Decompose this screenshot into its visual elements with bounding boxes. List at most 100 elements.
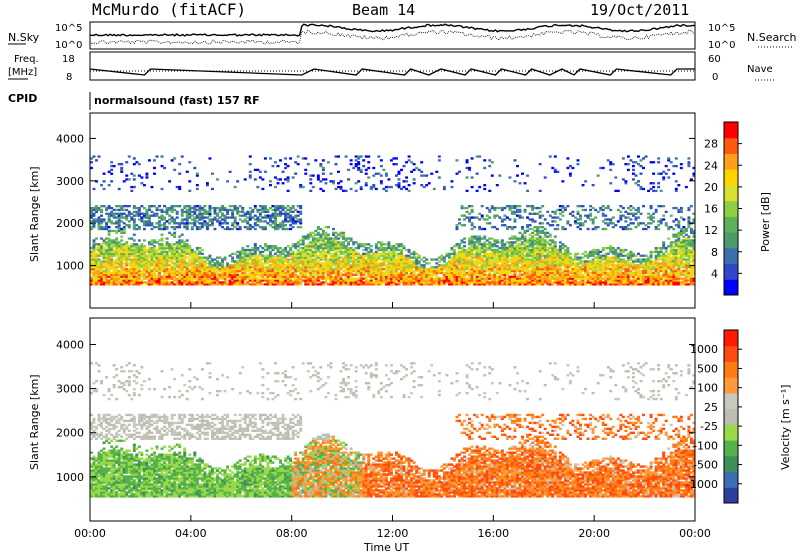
heatmap-cell <box>342 231 345 235</box>
heatmap-cell <box>132 281 136 284</box>
heatmap-cell <box>155 256 159 259</box>
heatmap-cell <box>505 252 509 255</box>
heatmap-cell <box>551 246 555 250</box>
heatmap-cell <box>188 246 192 250</box>
heatmap-cell <box>561 252 565 255</box>
heatmap-cell <box>170 206 174 210</box>
heatmap-cell <box>145 220 149 223</box>
heatmap-cell <box>374 187 378 191</box>
heatmap-cell <box>271 246 275 250</box>
heatmap-cell <box>364 264 368 267</box>
heatmap-cell <box>173 235 177 238</box>
heatmap-cell <box>97 245 101 248</box>
heatmap-cell <box>258 208 262 212</box>
heatmap-cell <box>377 256 381 259</box>
heatmap-cell <box>112 243 116 246</box>
heatmap-cell <box>422 279 426 282</box>
heatmap-cell <box>90 252 93 255</box>
heatmap-cell <box>357 166 361 170</box>
heatmap-cell <box>266 275 270 278</box>
heatmap-cell <box>263 260 267 263</box>
heatmap-cell <box>314 279 318 282</box>
heatmap-cell <box>551 245 555 248</box>
heatmap-cell <box>205 258 209 261</box>
heatmap-cell <box>286 267 290 271</box>
heatmap-cell <box>450 271 454 275</box>
heatmap-cell <box>216 212 219 215</box>
heatmap-cell <box>407 264 411 267</box>
heatmap-cell <box>102 227 106 231</box>
heatmap-cell <box>205 279 209 282</box>
heatmap-cell <box>102 256 106 259</box>
heatmap-cell <box>120 216 124 219</box>
heatmap-cell <box>107 245 111 248</box>
heatmap-cell <box>100 277 103 280</box>
heatmap-cell <box>218 275 222 278</box>
heatmap-cell <box>523 271 527 275</box>
heatmap-cell <box>147 250 151 254</box>
heatmap-cell <box>147 256 151 259</box>
heatmap-cell <box>316 256 320 259</box>
heatmap-cell <box>173 157 177 160</box>
heatmap-cell <box>223 222 227 225</box>
heatmap-cell <box>475 189 479 193</box>
heatmap-cell <box>558 212 562 215</box>
heatmap-cell <box>518 204 522 208</box>
heatmap-cell <box>349 267 353 271</box>
heatmap-cell <box>195 279 199 282</box>
heatmap-cell <box>510 227 514 231</box>
heatmap-cell <box>296 275 300 278</box>
heatmap-cell <box>417 275 421 278</box>
heatmap-cell <box>97 277 101 280</box>
heatmap-cell <box>533 239 537 242</box>
heatmap-cell <box>90 275 93 278</box>
heatmap-cell <box>173 168 177 172</box>
heatmap-cell <box>125 258 129 261</box>
heatmap-cell <box>266 279 270 282</box>
heatmap-cell <box>258 269 262 273</box>
heatmap-cell <box>120 277 124 280</box>
heatmap-cell <box>135 275 139 278</box>
heatmap-cell <box>367 262 371 265</box>
heatmap-cell <box>435 269 439 273</box>
heatmap-cell <box>470 239 474 242</box>
heatmap-cell <box>145 256 149 259</box>
heatmap-cell <box>268 283 272 286</box>
heatmap-cell <box>263 204 267 208</box>
heatmap-cell <box>173 271 177 275</box>
heatmap-cell <box>102 271 106 275</box>
heatmap-cell <box>541 260 545 263</box>
heatmap-cell <box>541 243 545 246</box>
heatmap-cell <box>470 250 474 254</box>
heatmap-cell <box>263 157 267 160</box>
heatmap-cell <box>463 224 466 227</box>
heatmap-cell <box>566 279 570 282</box>
heatmap-cell <box>173 246 177 250</box>
heatmap-cell <box>248 258 252 261</box>
heatmap-cell <box>455 269 459 273</box>
heatmap-cell <box>543 243 547 246</box>
heatmap-cell <box>279 222 282 225</box>
heatmap-cell <box>107 170 111 173</box>
heatmap-cell <box>90 225 93 229</box>
heatmap-cell <box>447 266 451 269</box>
heatmap-cell <box>493 266 497 269</box>
heatmap-cell <box>379 269 383 273</box>
heatmap-cell <box>510 260 514 263</box>
heatmap-cell <box>410 281 414 284</box>
heatmap-cell <box>190 266 194 269</box>
heatmap-cell <box>538 241 542 244</box>
heatmap-cell <box>127 204 131 208</box>
heatmap-cell <box>465 258 469 261</box>
heatmap-cell <box>412 279 416 282</box>
heatmap-cell <box>321 252 325 255</box>
heatmap-cell <box>115 250 119 254</box>
heatmap-cell <box>160 248 164 252</box>
heatmap-cell <box>311 277 315 280</box>
heatmap-cell <box>188 204 192 208</box>
heatmap-cell <box>495 184 499 187</box>
heatmap-cell <box>571 210 575 214</box>
heatmap-cell <box>568 224 572 227</box>
heatmap-cell <box>147 262 151 265</box>
heatmap-cell <box>568 269 572 273</box>
